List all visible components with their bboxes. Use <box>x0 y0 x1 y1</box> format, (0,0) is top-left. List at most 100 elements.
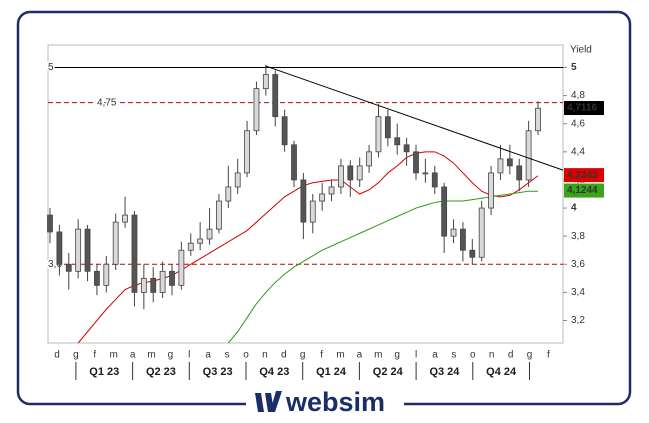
x-tick-label: f <box>93 350 96 361</box>
y-tick-label: 3,2 <box>571 315 585 326</box>
y-tick-label: 4,8 <box>571 90 585 101</box>
x-tick-label: m <box>110 350 118 361</box>
x-tick-label: g <box>394 350 400 361</box>
x-tick-label: n <box>489 350 495 361</box>
candle-body <box>413 151 419 174</box>
logo: websim <box>285 387 385 417</box>
x-tick-label: m <box>374 350 382 361</box>
candle-body <box>281 116 288 146</box>
candle-body <box>291 144 297 181</box>
level-label: 5 <box>48 62 54 73</box>
value-badge-label: 4,2343 <box>567 170 598 181</box>
candle-body <box>150 277 157 293</box>
candle-body <box>366 151 372 167</box>
candle-body <box>328 186 335 195</box>
x-tick-label: a <box>130 350 136 361</box>
logo-mark <box>255 391 282 412</box>
x-tick-label: g <box>168 350 174 361</box>
candle-body <box>262 74 269 89</box>
candle-body <box>347 165 354 181</box>
y-tick-label: 3,8 <box>571 231 585 242</box>
candle-body <box>384 116 391 139</box>
level-label: 4,75 <box>97 97 117 108</box>
candle-body <box>309 200 316 223</box>
candle-body <box>394 137 401 146</box>
candle-body <box>253 88 260 132</box>
candle-body <box>450 228 457 237</box>
y-tick-label: 4,4 <box>571 146 585 157</box>
y-tick-label: 3,6 <box>571 259 585 270</box>
candle-body <box>488 172 494 209</box>
x-tick-label: o <box>243 350 249 361</box>
candle-body <box>535 107 541 132</box>
x-tick-label: o <box>470 350 476 361</box>
candle-body <box>159 270 166 293</box>
x-tick-label: g <box>73 350 79 361</box>
candle-body <box>140 277 147 293</box>
candle-body <box>422 172 429 175</box>
quarter-label: Q2 24 <box>373 366 404 378</box>
candle-body <box>516 165 523 181</box>
candle-body <box>65 263 72 272</box>
quarter-label: Q4 24 <box>486 366 517 378</box>
moving-average <box>227 190 538 344</box>
candle-body <box>403 144 410 153</box>
quarter-label: Q1 23 <box>89 366 119 378</box>
candle-body <box>112 221 119 265</box>
candle-body <box>225 186 232 202</box>
y-tick-label: 5 <box>571 62 577 73</box>
candle-body <box>272 74 279 118</box>
x-tick-label: f <box>320 350 323 361</box>
candle-body <box>431 172 438 188</box>
x-tick-label: l <box>188 350 190 361</box>
quarter-label: Q3 24 <box>429 366 460 378</box>
candle-body <box>244 130 250 174</box>
x-tick-label: s <box>451 350 456 361</box>
x-tick-label: f <box>547 350 550 361</box>
candle-body <box>441 186 448 237</box>
x-tick-label: d <box>508 350 514 361</box>
candle-body <box>469 249 476 258</box>
x-tick-label: a <box>205 350 211 361</box>
x-tick-label: g <box>527 350 533 361</box>
candle-body <box>375 116 382 153</box>
value-badge-label: 4,1244 <box>567 185 598 196</box>
x-tick-label: m <box>147 350 155 361</box>
quarter-label: Q1 24 <box>316 366 347 378</box>
candle-body <box>75 228 82 272</box>
quarter-label: Q2 23 <box>146 366 176 378</box>
candle-body <box>525 130 532 181</box>
value-badge <box>564 168 604 183</box>
x-tick-label: a <box>357 350 363 361</box>
x-tick-label: d <box>281 350 287 361</box>
candle-body <box>56 231 63 265</box>
candle-body <box>122 214 128 223</box>
y-tick-label: 3,4 <box>571 287 585 298</box>
value-badge <box>564 101 604 116</box>
candle-body <box>206 228 213 240</box>
candle-body <box>216 200 222 230</box>
candle-body <box>460 228 466 251</box>
candle-body <box>131 214 138 293</box>
trendline <box>265 65 564 171</box>
candle-body <box>338 165 344 188</box>
candle-body <box>497 158 504 174</box>
value-badge <box>564 183 604 198</box>
x-tick-label: s <box>225 350 230 361</box>
x-tick-label: g <box>300 350 306 361</box>
y-tick-label: 4,6 <box>571 118 585 129</box>
candle-body <box>94 270 100 286</box>
candle-body <box>234 172 241 188</box>
candle-body <box>319 193 326 202</box>
quarter-label: Q3 23 <box>203 366 233 378</box>
candle-body <box>506 158 513 167</box>
candle-body <box>103 263 110 286</box>
x-tick-label: n <box>262 350 268 361</box>
x-tick-label: d <box>54 350 60 361</box>
candle-body <box>197 238 204 244</box>
axis-label: Yield <box>570 45 592 56</box>
candle-body <box>169 270 175 286</box>
candle-body <box>187 242 194 251</box>
quarter-label: Q4 23 <box>259 366 289 378</box>
